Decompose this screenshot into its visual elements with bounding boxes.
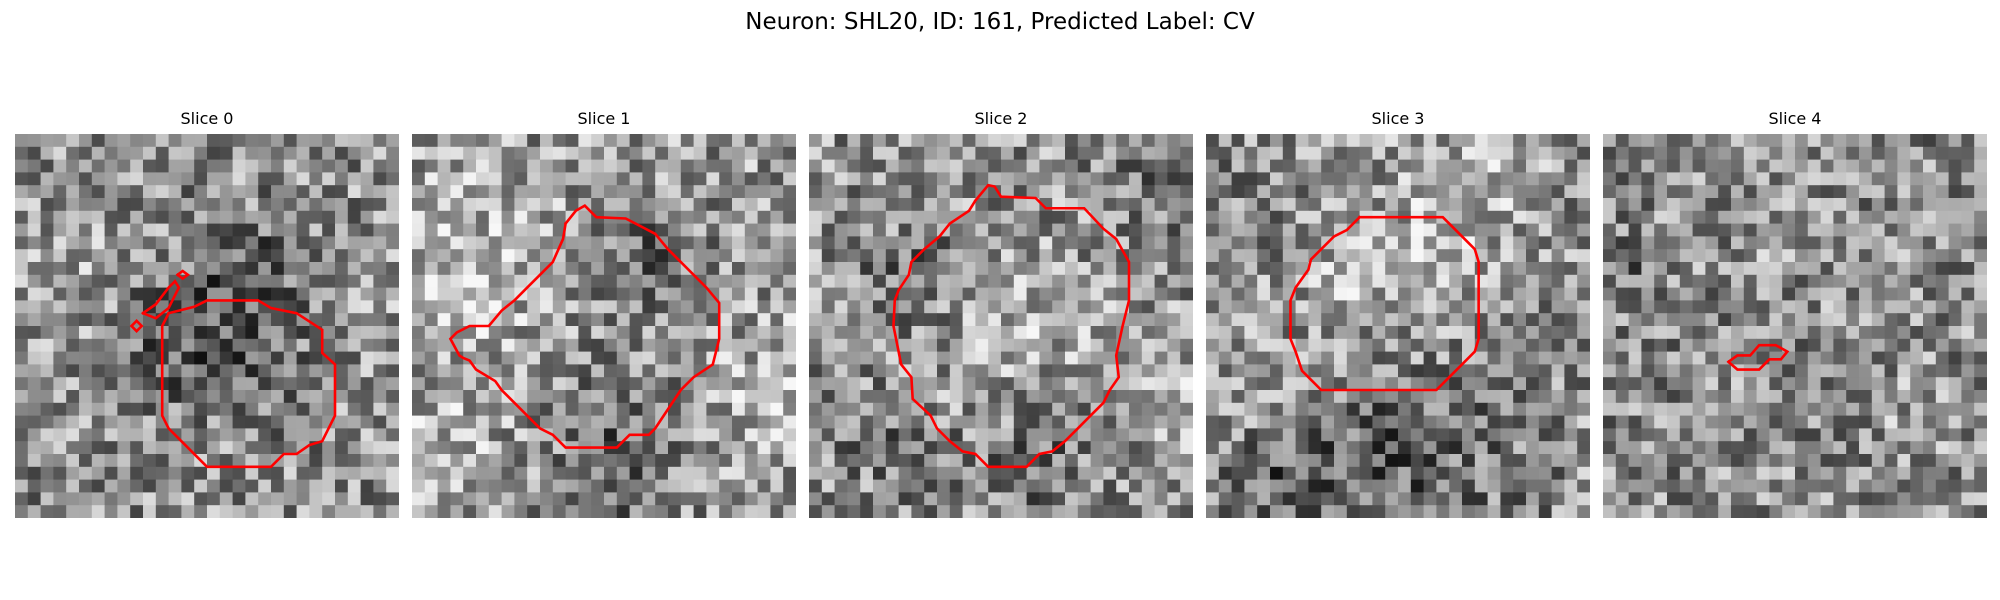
slice-title-4: Slice 4 bbox=[1768, 109, 1822, 128]
segmentation-contour-3-0 bbox=[1290, 217, 1478, 390]
segmentation-contour-0-0 bbox=[162, 300, 335, 466]
segmentation-contour-0-3 bbox=[131, 321, 141, 331]
segmentation-contour-0-2 bbox=[178, 271, 188, 279]
slice-image-4 bbox=[1603, 134, 1987, 518]
slice-title-0: Slice 0 bbox=[180, 109, 234, 128]
slice-title-1: Slice 1 bbox=[577, 109, 631, 128]
slice-image-2 bbox=[809, 134, 1193, 518]
slice-panel-4: Slice 4 bbox=[1603, 104, 1987, 520]
slice-panel-1: Slice 1 bbox=[412, 104, 796, 520]
segmentation-contour-4-0 bbox=[1728, 345, 1787, 369]
slice-image-0 bbox=[15, 134, 399, 518]
figure-title: Neuron: SHL20, ID: 161, Predicted Label:… bbox=[745, 9, 1255, 35]
slice-panel-0: Slice 0 bbox=[15, 104, 399, 520]
slice-panel-2: Slice 2 bbox=[809, 104, 1193, 520]
slice-image-3 bbox=[1206, 134, 1590, 518]
slice-image-1 bbox=[412, 134, 796, 518]
slice-title-3: Slice 3 bbox=[1371, 109, 1425, 128]
slice-panel-3: Slice 3 bbox=[1206, 104, 1590, 520]
segmentation-contour-1-0 bbox=[450, 206, 719, 448]
segmentation-contour-2-0 bbox=[893, 185, 1129, 467]
slice-title-2: Slice 2 bbox=[974, 109, 1028, 128]
segmentation-contour-0-1 bbox=[143, 281, 179, 318]
